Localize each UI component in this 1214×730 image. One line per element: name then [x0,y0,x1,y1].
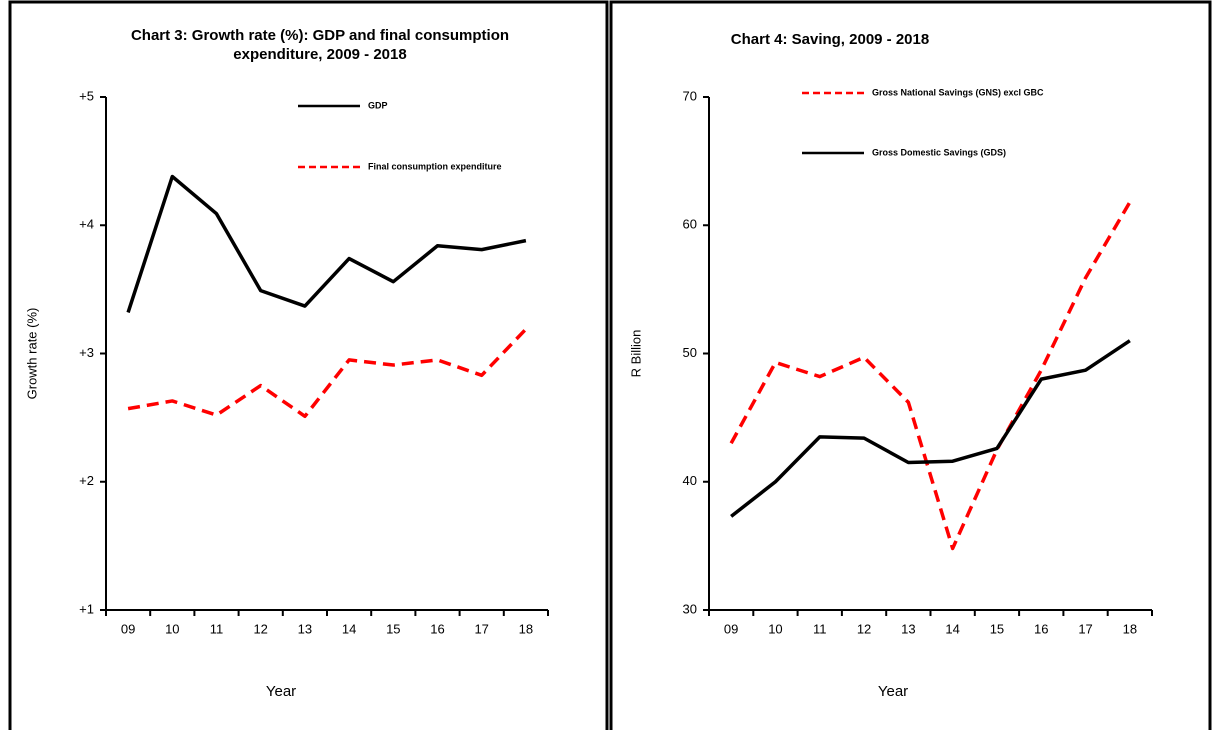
x-tick-label: 11 [813,621,827,636]
x-tick-label: 11 [210,621,224,636]
panel-frame [8,0,609,730]
y-tick-label: +5 [79,88,94,103]
y-tick-label: +2 [79,473,94,488]
x-tick-label: 18 [1123,621,1137,636]
legend-label: Gross National Savings (GNS) excl GBC [872,87,1044,97]
y-tick-label: +1 [79,601,94,616]
x-tick-label: 18 [519,621,533,636]
data-line [126,174,527,314]
y-axis-label: Growth rate (%) [24,308,39,400]
x-tick-label: 16 [1034,621,1048,636]
panel-frame [609,0,1212,730]
x-tick-label: 13 [901,621,915,636]
x-tick-label: 16 [430,621,444,636]
x-tick-label: 09 [121,621,135,636]
y-tick-label: 60 [683,217,697,232]
x-tick-label: 14 [945,621,959,636]
x-tick-label: 17 [474,621,488,636]
y-tick-label: 40 [683,473,697,488]
x-tick-label: 13 [298,621,312,636]
x-axis-label: Year [266,683,296,700]
data-line [729,201,1132,551]
y-tick-label: 70 [683,88,697,103]
data-line [730,339,1131,518]
x-tick-label: 12 [857,621,871,636]
x-tick-label: 15 [386,621,400,636]
x-tick-label: 14 [342,621,356,636]
data-line [127,327,528,419]
y-tick-label: 50 [683,345,697,360]
y-axis-label: R Billion [628,330,643,378]
y-tick-label: 30 [683,601,697,616]
chart-title: Chart 4: Saving, 2009 - 2018 [730,31,930,48]
legend-label: GDP [368,100,388,110]
x-tick-label: 10 [165,621,179,636]
legend-label: Gross Domestic Savings (GDS) [872,147,1006,157]
chart-title: Chart 3: Growth rate (%): GDP and final … [130,27,510,63]
legend-label: Final consumption expenditure [368,161,502,171]
x-tick-label: 17 [1078,621,1092,636]
x-tick-label: 15 [990,621,1004,636]
x-tick-label: 10 [768,621,782,636]
x-tick-label: 12 [253,621,267,636]
x-axis-label: Year [878,683,908,700]
y-tick-label: +3 [79,345,94,360]
x-tick-label: 09 [724,621,738,636]
y-tick-label: +4 [79,217,94,232]
